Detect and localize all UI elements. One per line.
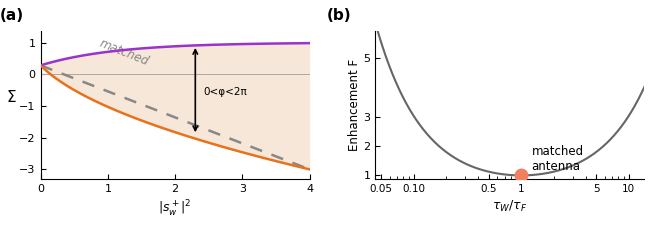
Y-axis label: Enhancement F: Enhancement F bbox=[348, 59, 361, 151]
Text: matched
antenna: matched antenna bbox=[532, 145, 584, 173]
Text: matched: matched bbox=[98, 37, 151, 69]
X-axis label: $|s_w^+|^2$: $|s_w^+|^2$ bbox=[159, 199, 192, 219]
Text: (b): (b) bbox=[327, 8, 352, 23]
Point bbox=[516, 174, 526, 177]
X-axis label: $\tau_W/\tau_F$: $\tau_W/\tau_F$ bbox=[492, 199, 528, 214]
Text: 0<φ<2π: 0<φ<2π bbox=[203, 87, 247, 97]
Text: (a): (a) bbox=[0, 8, 24, 23]
Y-axis label: $\Sigma$: $\Sigma$ bbox=[6, 89, 16, 105]
